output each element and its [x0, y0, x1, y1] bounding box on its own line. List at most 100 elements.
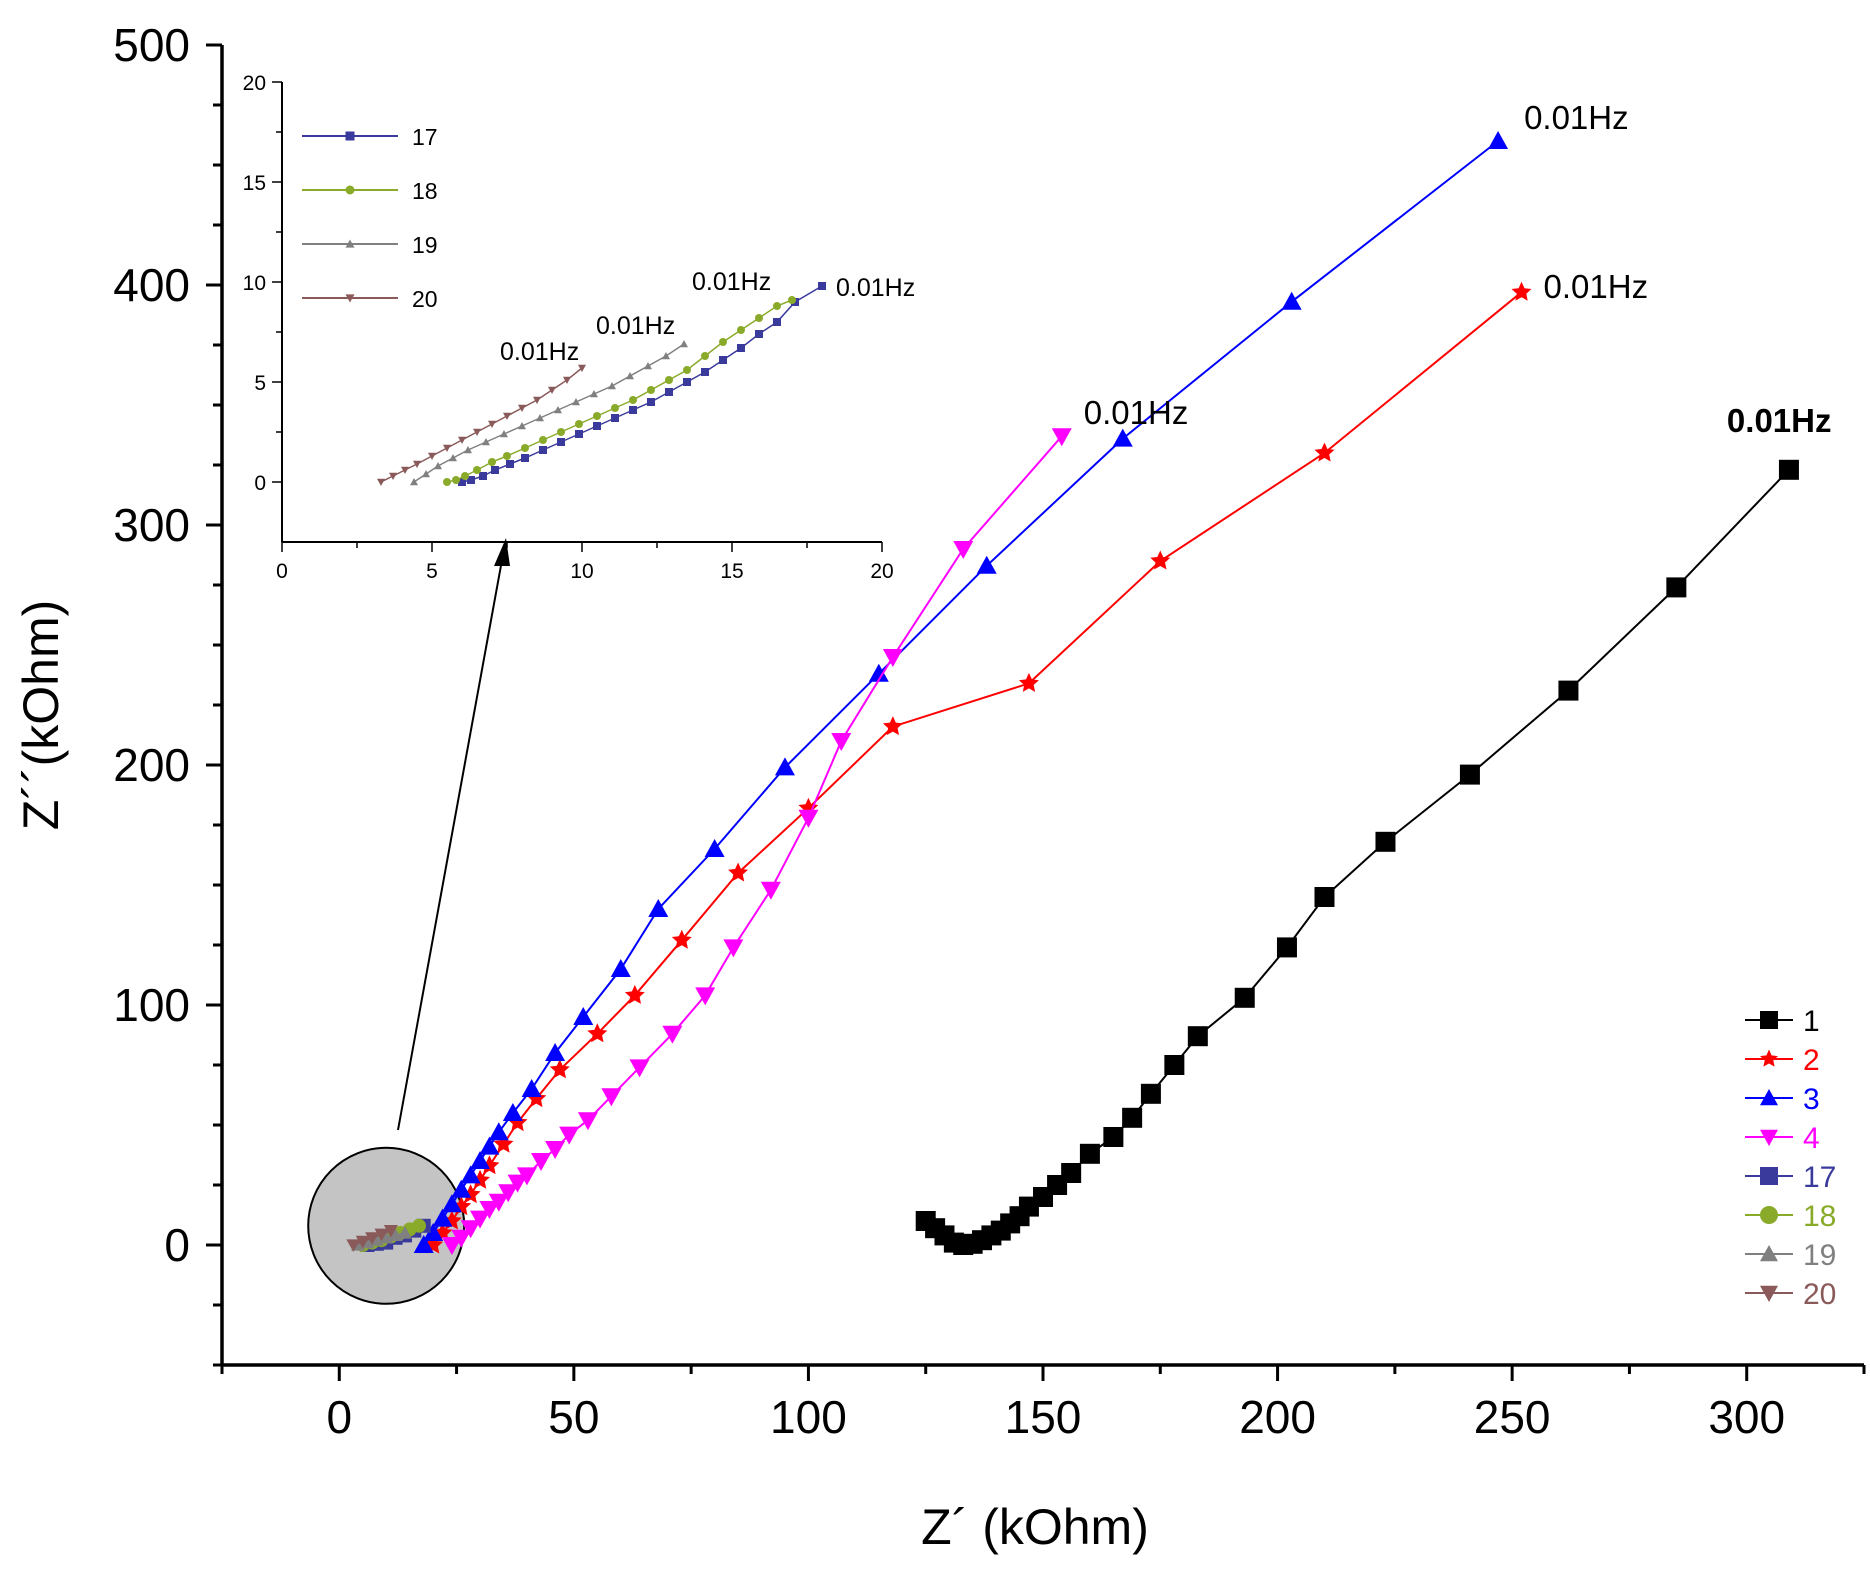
inset-series-20-point: [518, 404, 526, 412]
series-2-point: [479, 1155, 500, 1175]
y-tick-label: 300: [113, 499, 190, 551]
inset-series-17-point: [737, 344, 745, 352]
inset-series-20-point: [401, 466, 409, 474]
inset-series-17-point: [665, 388, 673, 396]
legend-label: 4: [1803, 1122, 1820, 1155]
inset-legend-marker: [345, 185, 355, 195]
inset-series-17-point: [773, 318, 781, 326]
x-tick-label: 200: [1239, 1391, 1316, 1443]
inset-series-18-line: [446, 299, 793, 483]
inset-series-17-point: [575, 430, 583, 438]
inset-series-17-point: [539, 446, 547, 454]
series-4-point: [516, 1167, 537, 1186]
inset-y-tick-label: 10: [243, 272, 266, 295]
inset-series-18-point: [575, 420, 583, 428]
x-tick-label: 250: [1474, 1391, 1551, 1443]
inset-series-17-point: [557, 438, 565, 446]
inset-x-tick-label: 5: [426, 560, 438, 583]
series-3-point: [1112, 428, 1133, 447]
series-2-point: [882, 716, 903, 736]
series-20-point: [374, 1228, 389, 1242]
inset-series-18-point: [683, 366, 691, 374]
inset-series-19-point: [680, 340, 688, 348]
series-4-point: [601, 1088, 622, 1107]
series-3-point: [479, 1136, 500, 1155]
inset-series-17-line: [461, 285, 823, 483]
inset-series-17-point: [647, 398, 655, 406]
series-4-point: [695, 987, 716, 1006]
series-4-point: [1051, 428, 1072, 447]
inset-series-20-point: [458, 436, 466, 444]
series-18-point: [412, 1218, 427, 1233]
inset-series-17-point: [521, 454, 529, 462]
series-2-point: [624, 984, 645, 1004]
inset-series-19-point: [464, 446, 472, 454]
y-tick-label: 0: [164, 1219, 190, 1271]
series-4-point: [831, 733, 852, 751]
inset-legend-marker: [345, 131, 355, 141]
series-3-point: [502, 1103, 523, 1121]
series-3-point: [460, 1165, 481, 1184]
legend-entry-19: 19: [1745, 1239, 1836, 1272]
series-4-point: [451, 1229, 472, 1248]
inset-x-tick-label: 0: [276, 560, 288, 583]
series-3-point: [1488, 131, 1509, 149]
inset-series-19-point: [572, 398, 580, 406]
inset-legend-marker: [345, 239, 355, 248]
zoom-indicator: [307, 538, 510, 1305]
y-axis-title: Z´´(kOhm): [13, 600, 69, 831]
inset-series-group: [377, 282, 826, 486]
inset-series-19-point: [536, 414, 544, 422]
legend-marker: [1760, 1285, 1778, 1302]
legend-entry-18: 18: [1745, 1200, 1836, 1233]
inset-series-19-point: [626, 372, 634, 380]
series-4-point: [577, 1112, 598, 1131]
legend-label: 17: [1803, 1161, 1836, 1194]
inset-series-17-point: [491, 466, 499, 474]
series-4-point: [662, 1025, 683, 1044]
inset-series-20-point: [488, 420, 496, 428]
legend-label: 19: [1803, 1239, 1836, 1272]
series-4: [441, 428, 1072, 1255]
inset-series-18-point: [788, 296, 796, 304]
inset-series-17-point: [467, 476, 475, 484]
legend-marker: [1760, 1049, 1778, 1067]
y-tick-label: 400: [113, 259, 190, 311]
inset-freq-annotation-18: 0.01Hz: [692, 268, 771, 296]
legend-label: 20: [1803, 1278, 1836, 1311]
series-3-point: [704, 839, 725, 857]
inset-series-20-point: [563, 376, 571, 384]
inset-series-18-point: [539, 436, 547, 444]
series-4-point: [479, 1201, 500, 1219]
series-2-point: [526, 1088, 547, 1108]
inset-series-19-point: [518, 422, 526, 430]
legend-entry-3: 3: [1745, 1083, 1820, 1116]
y-tick-label: 500: [113, 19, 190, 71]
series-2: [423, 281, 1532, 1254]
series-1-point: [1103, 1127, 1124, 1147]
inset-series-18-point: [737, 326, 745, 334]
series-3-point: [441, 1194, 462, 1213]
series-20-point: [355, 1235, 370, 1249]
inset-series-17-point: [818, 282, 826, 290]
inset-series-20-point: [473, 428, 481, 436]
series-2-point: [1018, 672, 1039, 692]
series-1-point: [1375, 831, 1396, 852]
inset-series-17-point: [479, 472, 487, 480]
series-2-point: [1314, 442, 1335, 462]
series-3-point: [573, 1007, 594, 1025]
series-3-point: [470, 1151, 491, 1169]
series-1-point: [1459, 764, 1480, 785]
inset-series-18: [443, 296, 796, 486]
inset-series-18-point: [443, 478, 451, 486]
series-1-point: [1558, 680, 1579, 701]
series-3-point: [432, 1208, 453, 1227]
inset-series-18-point: [773, 302, 781, 310]
x-axis-title: Z´ (kOhm): [921, 1499, 1149, 1555]
inset-legend-label: 17: [412, 124, 438, 150]
series-4-point: [629, 1059, 650, 1078]
inset-series-19: [410, 340, 688, 486]
inset-legend-entry-18: 18: [302, 178, 438, 204]
